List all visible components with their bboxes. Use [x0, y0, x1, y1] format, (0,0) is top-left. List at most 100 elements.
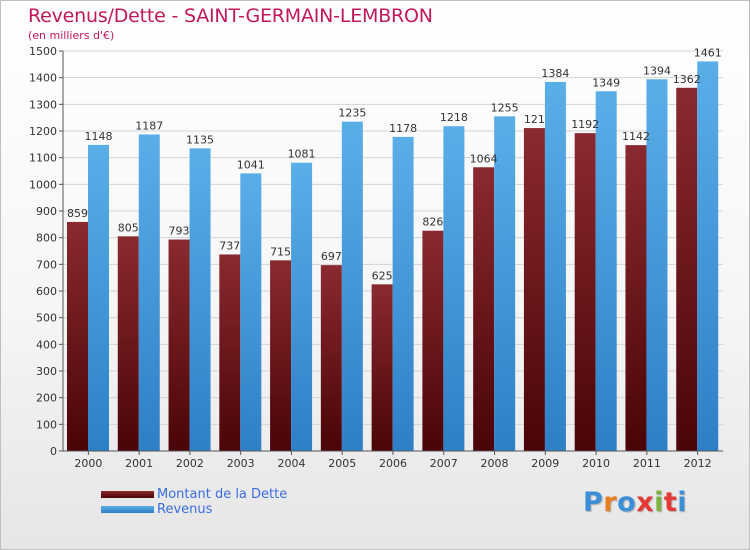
data-label-revenus: 1081	[288, 148, 316, 161]
bar-revenus	[697, 61, 719, 452]
x-tick-label: 2010	[582, 457, 610, 470]
data-label-dette: 697	[321, 250, 342, 263]
data-label-revenus: 1187	[135, 119, 163, 132]
data-label-dette: 805	[118, 221, 139, 234]
x-tick-label: 2008	[481, 457, 509, 470]
axis-layer: 0 100 200 300 400 500 600 700 800 900 1000 1100 1200…	[29, 45, 723, 470]
x-tick-label: 2002	[176, 457, 204, 470]
data-label-dette: 1192	[571, 118, 599, 131]
bar-revenus	[392, 136, 414, 451]
data-label-revenus: 1135	[186, 133, 214, 146]
data-label-revenus: 1218	[440, 111, 468, 124]
bar-dette	[676, 87, 698, 452]
y-tick-label: 200	[36, 392, 57, 405]
x-tick-label: 2006	[379, 457, 407, 470]
legend-label-dette: Montant de la Dette	[157, 487, 288, 502]
x-tick-label: 2004	[277, 457, 305, 470]
bar-revenus	[646, 79, 668, 452]
y-tick-label: 100	[36, 418, 57, 431]
proxiti-logo: Proxiti	[583, 487, 687, 518]
y-tick-label: 1000	[29, 178, 57, 191]
bar-dette	[168, 239, 190, 451]
data-label-dette: 859	[67, 207, 88, 220]
bar-dette	[320, 265, 342, 451]
data-label-dette: 625	[372, 269, 393, 282]
bar-dette	[270, 260, 292, 451]
bar-dette	[219, 254, 241, 451]
y-tick-label: 600	[36, 285, 57, 298]
data-label-revenus: 1349	[592, 76, 620, 89]
legend-label-revenus: Revenus	[157, 502, 213, 517]
data-label-revenus: 1041	[237, 158, 265, 171]
logo-letter: i	[654, 487, 664, 518]
logo-letter: r	[603, 487, 618, 518]
data-label-revenus: 1461	[694, 46, 722, 59]
bar-dette	[117, 236, 139, 451]
logo-letter: i	[677, 487, 688, 518]
bar-revenus	[544, 81, 566, 451]
bar-revenus	[443, 126, 465, 451]
bar-revenus	[595, 91, 617, 452]
bars-layer	[67, 61, 719, 452]
data-label-revenus: 1255	[491, 101, 519, 114]
legend-swatch-dette	[101, 491, 154, 498]
data-label-dette: 1362	[673, 73, 701, 86]
bar-revenus	[189, 148, 211, 452]
y-tick-label: 800	[36, 232, 57, 245]
bar-revenus	[88, 144, 109, 451]
data-label-revenus: 1394	[643, 64, 671, 77]
y-tick-label: 900	[36, 205, 57, 218]
x-tick-label: 2000	[74, 457, 102, 470]
data-label-dette: 121	[524, 113, 545, 126]
bar-dette	[371, 284, 393, 451]
logo-letter: P	[583, 487, 604, 518]
y-tick-label: 300	[36, 365, 57, 378]
y-tick-label: 1300	[29, 98, 57, 111]
y-tick-label: 1200	[29, 125, 57, 138]
x-tick-label: 2005	[328, 457, 356, 470]
y-tick-label: 1400	[29, 72, 57, 85]
bar-dette	[523, 128, 545, 452]
bar-revenus	[341, 121, 363, 452]
logo-letter: t	[663, 487, 678, 518]
y-tick-label: 1100	[29, 152, 57, 165]
x-tick-label: 2003	[227, 457, 255, 470]
data-label-revenus: 1384	[541, 67, 569, 80]
bar-dette	[473, 167, 495, 451]
y-tick-label: 500	[36, 312, 57, 325]
y-tick-label: 1500	[29, 45, 57, 58]
data-label-dette: 715	[270, 245, 291, 258]
legend-swatch-revenus	[101, 506, 154, 513]
y-tick-label: 400	[36, 338, 57, 351]
logo-letter: x	[636, 487, 655, 518]
bar-dette	[67, 221, 88, 451]
x-tick-label: 2001	[125, 457, 153, 470]
data-label-dette: 793	[169, 225, 190, 238]
data-label-revenus: 1148	[85, 130, 113, 143]
data-label-dette: 1142	[622, 130, 650, 143]
data-label-dette: 826	[422, 216, 443, 229]
bar-revenus	[138, 134, 160, 451]
chart-subtitle: (en milliers d'€)	[28, 29, 115, 42]
bar-dette	[422, 230, 444, 451]
data-label-dette: 737	[219, 239, 240, 252]
x-tick-label: 2011	[633, 457, 661, 470]
data-label-revenus: 1235	[338, 107, 366, 120]
x-tick-label: 2012	[684, 457, 712, 470]
bar-dette	[574, 133, 596, 451]
chart-title: Revenus/Dette - SAINT-GERMAIN-LEMBRON	[28, 5, 433, 27]
y-tick-label: 700	[36, 258, 57, 271]
data-label-dette: 1064	[470, 152, 498, 165]
data-label-revenus: 1178	[389, 122, 417, 135]
bar-revenus	[240, 173, 262, 451]
x-tick-label: 2007	[430, 457, 458, 470]
logo-letter: o	[617, 487, 637, 518]
bar-revenus	[494, 116, 516, 451]
bar-dette	[625, 145, 647, 451]
x-tick-label: 2009	[531, 457, 559, 470]
bar-revenus	[291, 162, 313, 451]
y-tick-label: 0	[50, 445, 57, 458]
labels-layer: 859 1148 805 1187 793 1135 737 1041 715 1081 697 12…	[67, 46, 722, 282]
